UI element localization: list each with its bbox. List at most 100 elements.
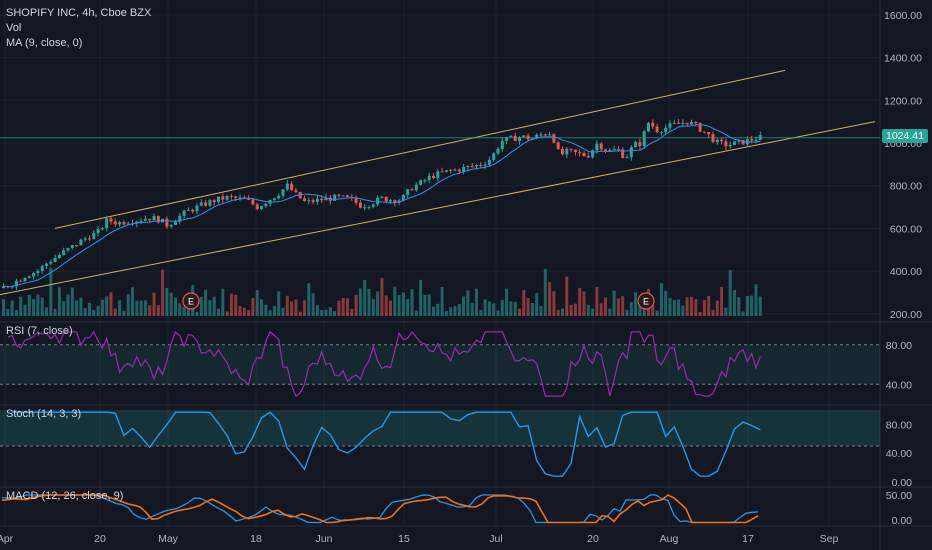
volume-bar	[414, 310, 418, 316]
volume-bar	[122, 310, 126, 316]
candle-body	[406, 189, 410, 195]
stoch-axis-tick: 80.00	[886, 419, 912, 431]
candle-body	[414, 184, 418, 191]
volume-bar	[475, 288, 478, 316]
volume-bar	[436, 303, 440, 316]
volume-bar	[367, 288, 371, 316]
price-axis-tick: 400.00	[890, 266, 922, 278]
time-axis-tick: Sep	[820, 533, 839, 545]
candle-body	[79, 239, 83, 246]
volume-bar	[758, 296, 762, 316]
candle-body	[238, 197, 242, 199]
volume-bar	[702, 300, 706, 316]
price-axis-tick: 200.00	[890, 309, 922, 321]
volume-bar	[260, 299, 263, 316]
volume-bar	[393, 286, 397, 316]
candle-body	[754, 139, 758, 141]
candle-body	[655, 126, 659, 133]
volume-bar	[251, 298, 255, 316]
volume-bar	[199, 296, 203, 316]
candle-body	[526, 135, 530, 140]
volume-bar	[247, 309, 251, 316]
macd-label: MACD (12, 26, close, 9)	[6, 490, 124, 502]
volume-bar	[543, 268, 547, 316]
candle-body	[165, 218, 169, 227]
candle-body	[303, 198, 306, 202]
volume-bar	[535, 292, 539, 316]
candle-body	[178, 215, 182, 222]
candle-body	[380, 196, 384, 198]
volume-bar	[573, 303, 577, 316]
candle-body	[229, 195, 233, 197]
price-axis-tick: 1600.00	[884, 10, 922, 22]
volume-bar	[152, 292, 156, 316]
volume-bar	[406, 298, 410, 316]
candle-body	[204, 202, 208, 206]
volume-bar	[565, 276, 569, 316]
volume-bar	[238, 306, 242, 316]
candle-body	[212, 200, 216, 203]
candle-body	[694, 122, 698, 124]
candle-body	[677, 122, 681, 124]
volume-bar	[518, 308, 521, 316]
candle-body	[758, 135, 762, 140]
rsi-axis-tick: 40.00	[886, 379, 912, 391]
volume-bar	[466, 290, 470, 316]
candle-body	[118, 222, 122, 225]
volume-bar	[10, 300, 14, 316]
candle-body	[470, 166, 474, 168]
volume-bar	[380, 277, 384, 316]
volume-bar	[492, 303, 496, 316]
ma-label: MA (9, close, 0)	[6, 37, 83, 49]
volume-bar	[53, 308, 57, 316]
candle-body	[711, 134, 715, 143]
candle-body	[466, 166, 470, 168]
volume-bar	[62, 301, 66, 316]
candle-body	[483, 164, 487, 166]
time-axis-tick: Jun	[316, 533, 333, 545]
volume-bar	[131, 287, 134, 316]
volume-bar	[358, 288, 362, 316]
volume-bar	[569, 304, 573, 316]
volume-bar	[83, 308, 87, 316]
candle-body	[608, 150, 612, 152]
candle-body	[221, 196, 225, 200]
candle-body	[462, 166, 466, 172]
candle-body	[604, 149, 607, 152]
candle-body	[586, 156, 590, 158]
volume-bar	[483, 299, 487, 316]
candle-body	[569, 148, 573, 150]
candle-body	[66, 247, 70, 251]
candle-body	[199, 202, 203, 206]
volume-bar	[371, 299, 375, 316]
volume-bar	[32, 299, 36, 316]
volume-bar	[526, 298, 530, 316]
volume-bar	[595, 286, 599, 316]
candle-body	[479, 164, 483, 166]
candle-body	[505, 137, 509, 141]
candle-body	[126, 223, 130, 225]
volume-bar	[672, 299, 676, 316]
candle-body	[208, 200, 212, 206]
candle-body	[234, 196, 238, 198]
candle-body	[440, 171, 444, 173]
volume-bar	[522, 289, 526, 316]
volume-bar	[664, 290, 668, 316]
candle-body	[647, 122, 650, 132]
volume-bar	[500, 300, 504, 316]
volume-bar	[634, 292, 638, 316]
volume-bar	[113, 308, 117, 316]
candle-body	[702, 131, 706, 133]
candle-body	[195, 205, 199, 212]
time-axis-tick: 15	[398, 533, 410, 545]
macd-line	[2, 494, 759, 524]
candle-body	[659, 132, 663, 134]
volume-bar	[651, 305, 655, 316]
volume-bar	[100, 299, 104, 316]
volume-bar	[685, 297, 689, 316]
candle-body	[427, 175, 431, 181]
candle-body	[23, 277, 27, 281]
candle-body	[578, 152, 582, 154]
volume-bar	[698, 311, 702, 316]
